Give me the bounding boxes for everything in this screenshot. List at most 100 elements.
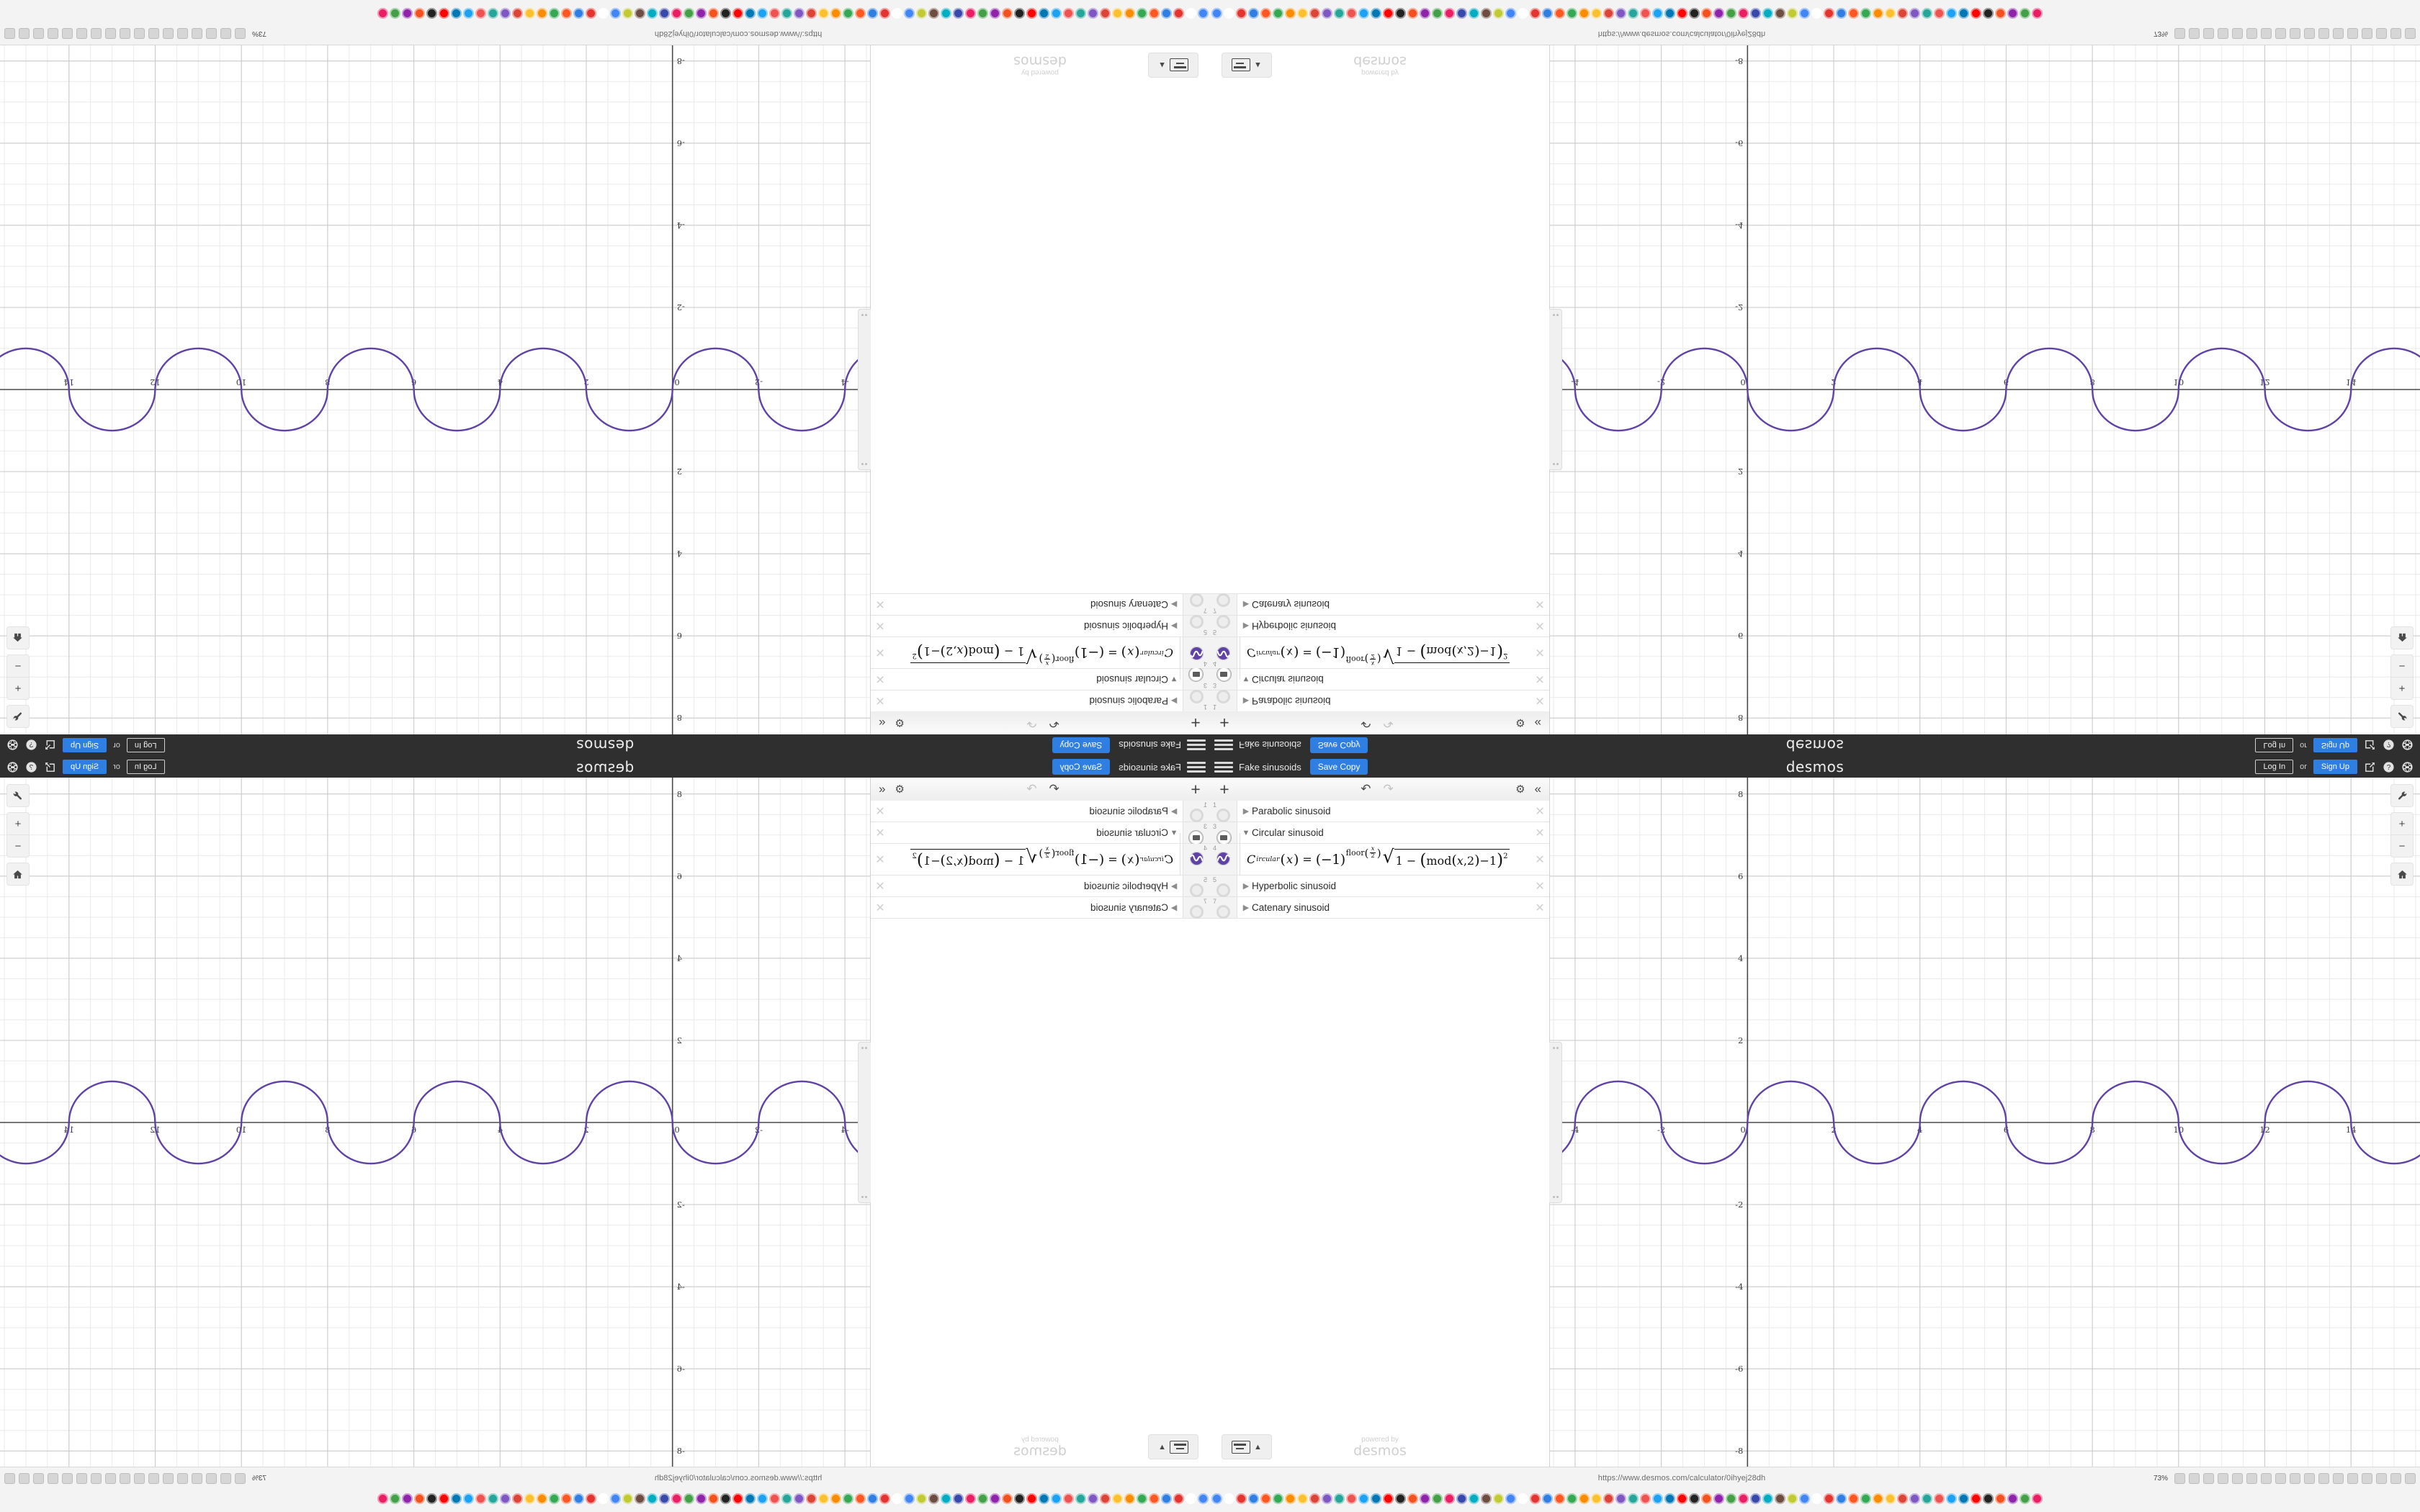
expression-content[interactable]: ▶ Parabolic sinusoid: [889, 801, 1183, 822]
bookmark-favicon[interactable]: [818, 8, 829, 19]
bookmark-favicon[interactable]: [965, 1493, 976, 1504]
extensions-icon[interactable]: [2275, 1472, 2286, 1484]
bookmark-favicon[interactable]: [928, 1493, 939, 1504]
bookmark-favicon[interactable]: [635, 8, 645, 19]
bookmark-favicon[interactable]: [1112, 1493, 1123, 1504]
bookmark-favicon[interactable]: [463, 1493, 474, 1504]
expression-row[interactable]: 7 ▶ Catenary sinusoid ✕: [871, 593, 1210, 615]
collapse-panel-button[interactable]: «: [879, 716, 886, 730]
bookmark-favicon[interactable]: [696, 8, 707, 19]
bookmark-favicon[interactable]: [1505, 8, 1516, 19]
zoom-out-button[interactable]: −: [2391, 834, 2413, 857]
folder-collapse-caret[interactable]: ▼: [1242, 828, 1250, 837]
bookmark-favicon[interactable]: [1591, 1493, 1602, 1504]
zoom-level-label[interactable]: 73%: [252, 1474, 267, 1482]
expression-list[interactable]: 1 ▶ Parabolic sinusoid ✕ 3 ▼ Circular sinusoid…: [871, 45, 1210, 711]
bookmark-favicon[interactable]: [781, 8, 792, 19]
bookmark-favicon[interactable]: [1273, 1493, 1283, 1504]
bookmark-favicon[interactable]: [1124, 1493, 1135, 1504]
expression-row[interactable]: 5 ▶ Hyperbolic sinusoid ✕: [871, 615, 1210, 636]
bookmark-favicon[interactable]: [2007, 8, 2018, 19]
folder-label[interactable]: Catenary sinusoid: [1090, 599, 1168, 610]
bookmark-favicon[interactable]: [965, 8, 976, 19]
bookmark-favicon[interactable]: [1063, 1493, 1074, 1504]
delete-expression-button[interactable]: ✕: [1535, 901, 1545, 914]
expression-list[interactable]: 1 ▶ Parabolic sinusoid ✕ 3 ▼ Circular sinusoid…: [1210, 45, 1549, 711]
expression-content[interactable]: ▶ Parabolic sinusoid: [1237, 801, 1531, 822]
delete-expression-button[interactable]: ✕: [875, 598, 885, 611]
bookmark-favicon[interactable]: [1505, 1493, 1516, 1504]
expression-row[interactable]: 3 ▼ Circular sinusoid ✕: [1210, 667, 1549, 690]
bookmark-favicon[interactable]: [1371, 8, 1381, 19]
bookmark-favicon[interactable]: [549, 8, 560, 19]
bookmark-favicon[interactable]: [1014, 1493, 1025, 1504]
reload-icon[interactable]: [206, 28, 217, 40]
bookmark-favicon[interactable]: [1897, 8, 1908, 19]
bookmark-favicon[interactable]: [1186, 1493, 1196, 1504]
bookmark-favicon[interactable]: [1100, 8, 1111, 19]
delete-expression-button[interactable]: ✕: [875, 646, 885, 659]
bookmark-favicon[interactable]: [977, 1493, 988, 1504]
graph-canvas[interactable]: -4 -2 0 2 4 6 8 10 12 14 -8 -6 -4 -2 2 4 6 8 + −: [0, 45, 871, 734]
folder-icon[interactable]: [1190, 905, 1204, 919]
bookmark-favicon[interactable]: [1322, 8, 1332, 19]
bookmark-favicon[interactable]: [1224, 1493, 1234, 1504]
bookmark-favicon[interactable]: [1787, 1493, 1798, 1504]
zoom-in-button[interactable]: +: [2398, 817, 2406, 830]
bookmarks-bar[interactable]: [1210, 1488, 2420, 1509]
zoom-level-label[interactable]: 73%: [252, 30, 267, 38]
bookmark-favicon[interactable]: [598, 8, 609, 19]
reload-icon[interactable]: [2203, 28, 2214, 40]
zoom-in-button[interactable]: +: [14, 817, 22, 830]
bookmark-favicon[interactable]: [1664, 1493, 1675, 1504]
bookmark-favicon[interactable]: [622, 1493, 633, 1504]
bookmark-favicon[interactable]: [2020, 1493, 2030, 1504]
color-icon[interactable]: [2362, 28, 2372, 40]
account-icon[interactable]: [148, 1472, 159, 1484]
bookmark-favicon[interactable]: [769, 1493, 780, 1504]
bookmark-favicon[interactable]: [708, 8, 719, 19]
trash-icon[interactable]: [2318, 1472, 2329, 1484]
bookmark-favicon[interactable]: [573, 8, 584, 19]
save-copy-button[interactable]: Save Copy: [1309, 737, 1368, 753]
bookmark-favicon[interactable]: [561, 1493, 572, 1504]
delete-expression-button[interactable]: ✕: [1535, 880, 1545, 893]
bookmark-favicon[interactable]: [1567, 8, 1577, 19]
shield-icon[interactable]: [105, 1472, 116, 1484]
panel-resize-handle[interactable]: [858, 1042, 871, 1203]
bookmark-favicon[interactable]: [1762, 1493, 1773, 1504]
sync-icon[interactable]: [120, 1472, 130, 1484]
bookmark-favicon[interactable]: [1224, 8, 1234, 19]
bookmark-favicon[interactable]: [1149, 1493, 1160, 1504]
delete-expression-button[interactable]: ✕: [875, 694, 885, 707]
expression-content[interactable]: ▶ Parabolic sinusoid: [889, 690, 1183, 711]
save-copy-button[interactable]: Save Copy: [1052, 737, 1111, 753]
delete-expression-button[interactable]: ✕: [1535, 694, 1545, 707]
bookmark-favicon[interactable]: [1358, 1493, 1369, 1504]
bookmark-favicon[interactable]: [1493, 1493, 1504, 1504]
reader-icon[interactable]: [2347, 28, 2358, 40]
shield-icon[interactable]: [105, 28, 116, 40]
bookmark-favicon[interactable]: [1995, 1493, 2006, 1504]
log-in-button[interactable]: Log In: [2255, 760, 2294, 774]
log-in-button[interactable]: Log In: [126, 738, 165, 752]
expression-content[interactable]: ▶ Hyperbolic sinusoid: [1237, 876, 1531, 896]
hamburger-menu-icon[interactable]: [1214, 739, 1233, 751]
bookmark-favicon[interactable]: [708, 1493, 719, 1504]
bookmark-favicon[interactable]: [439, 1493, 449, 1504]
undo-button[interactable]: ↶: [1049, 782, 1059, 796]
bookmark-favicon[interactable]: [2007, 1493, 2018, 1504]
bookmark-favicon[interactable]: [1088, 8, 1098, 19]
pocket-icon[interactable]: [2232, 1472, 2243, 1484]
collapse-panel-button[interactable]: «: [879, 782, 886, 796]
bookmark-favicon[interactable]: [1100, 1493, 1111, 1504]
shield-icon[interactable]: [2304, 1472, 2315, 1484]
expression-list[interactable]: 1 ▶ Parabolic sinusoid ✕ 3 ▼ Circular sinusoid…: [871, 801, 1210, 1467]
extensions-icon[interactable]: [2275, 28, 2286, 40]
keyboard-toggle-button[interactable]: ▲: [1148, 53, 1198, 78]
bookmark-favicon[interactable]: [1051, 8, 1062, 19]
bookmark-favicon[interactable]: [524, 8, 535, 19]
bookmark-favicon[interactable]: [2032, 8, 2043, 19]
browser-urlbar[interactable]: https://www.desmos.com/calculator/0ihyej…: [1210, 24, 2420, 43]
